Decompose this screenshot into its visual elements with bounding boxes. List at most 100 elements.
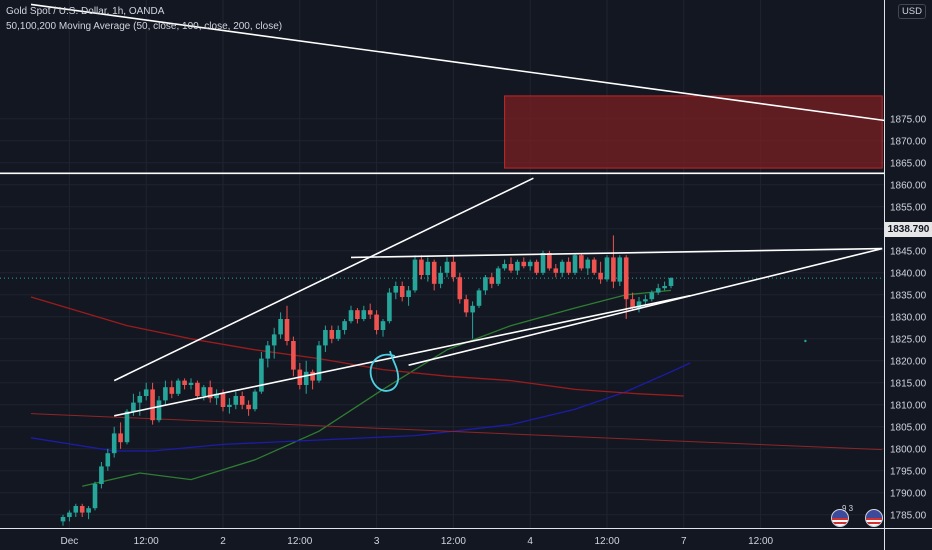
candle bbox=[304, 361, 309, 394]
candle bbox=[208, 381, 213, 403]
candle-body bbox=[362, 310, 367, 319]
candle bbox=[528, 260, 533, 271]
candle bbox=[336, 326, 341, 341]
candle bbox=[317, 341, 322, 383]
price-tick-label: 1815.00 bbox=[890, 378, 927, 389]
candle-body bbox=[579, 255, 584, 268]
candle-body bbox=[99, 466, 104, 484]
candle bbox=[272, 328, 277, 359]
candle bbox=[662, 282, 667, 291]
candle bbox=[330, 326, 335, 344]
candle-body bbox=[342, 321, 347, 330]
candle bbox=[394, 282, 399, 300]
candle bbox=[227, 398, 232, 413]
candle bbox=[445, 257, 450, 277]
candle-body bbox=[272, 334, 277, 345]
drawings-layer bbox=[0, 4, 889, 415]
candle-body bbox=[490, 277, 495, 284]
candle-body bbox=[202, 387, 207, 396]
candle-body bbox=[496, 268, 501, 283]
candle-body bbox=[330, 330, 335, 339]
candle-body bbox=[157, 400, 162, 420]
candle bbox=[522, 257, 527, 268]
candle-body bbox=[560, 262, 565, 273]
wedge-bottom-line bbox=[409, 249, 883, 366]
candle-body bbox=[349, 310, 354, 321]
time-tick-label: Dec bbox=[61, 536, 79, 547]
candle bbox=[502, 260, 507, 271]
candle-body bbox=[170, 387, 175, 394]
candle-body bbox=[189, 383, 194, 385]
chart-title: Gold Spot / U.S. Dollar, 1h, OANDA bbox=[6, 6, 164, 17]
last-price-tag: 1838.790 bbox=[885, 222, 932, 237]
candle-body bbox=[304, 372, 309, 385]
candle bbox=[451, 255, 456, 281]
price-tick-label: 1835.00 bbox=[890, 290, 927, 301]
price-tick-label: 1875.00 bbox=[890, 114, 927, 125]
candle bbox=[157, 396, 162, 422]
candle-body bbox=[61, 517, 66, 521]
candle bbox=[400, 282, 405, 302]
candle-body bbox=[150, 389, 155, 420]
price-tick-label: 1860.00 bbox=[890, 180, 927, 191]
candle bbox=[598, 262, 603, 284]
candle bbox=[413, 255, 418, 292]
candle bbox=[310, 370, 315, 390]
candle bbox=[592, 257, 597, 275]
candle bbox=[150, 383, 155, 425]
currency-badge[interactable]: USD bbox=[898, 4, 926, 19]
candle-body bbox=[432, 262, 437, 284]
candle bbox=[176, 378, 181, 396]
candle-body bbox=[541, 253, 546, 273]
candle-body bbox=[368, 310, 373, 314]
candle-body bbox=[656, 288, 661, 292]
candle bbox=[374, 310, 379, 334]
candle bbox=[144, 383, 149, 401]
candle-body bbox=[470, 306, 475, 313]
candle-body bbox=[406, 290, 411, 297]
candle bbox=[342, 319, 347, 334]
candle-body bbox=[438, 273, 443, 284]
price-tick-label: 1845.00 bbox=[890, 246, 927, 257]
time-tick-label: 3 bbox=[374, 536, 380, 547]
candle bbox=[86, 506, 91, 519]
us-flag-icon[interactable] bbox=[865, 509, 883, 527]
time-tick-label: 2 bbox=[220, 536, 226, 547]
price-tick-label: 1870.00 bbox=[890, 136, 927, 147]
candle-body bbox=[80, 506, 85, 513]
candle-body bbox=[534, 262, 539, 273]
candle-body bbox=[528, 262, 533, 266]
candle bbox=[566, 257, 571, 275]
grid-layer bbox=[0, 0, 884, 528]
candle-body bbox=[74, 506, 79, 513]
candle-body bbox=[138, 396, 143, 403]
candle bbox=[406, 286, 411, 306]
candle-body bbox=[502, 264, 507, 268]
candle bbox=[470, 301, 475, 338]
time-tick-label: 12:00 bbox=[287, 536, 312, 547]
time-tick-label: 4 bbox=[527, 536, 533, 547]
candle-body bbox=[419, 260, 424, 275]
marker-dot bbox=[804, 340, 806, 342]
candle bbox=[259, 352, 264, 394]
candle bbox=[534, 260, 539, 275]
candle-body bbox=[131, 403, 136, 412]
candle bbox=[67, 510, 72, 521]
candle-body bbox=[509, 264, 514, 271]
price-tick-label: 1795.00 bbox=[890, 466, 927, 477]
time-tick-label: 12:00 bbox=[748, 536, 773, 547]
candle-body bbox=[451, 262, 456, 277]
time-tick-label: 12:00 bbox=[441, 536, 466, 547]
candle bbox=[323, 326, 328, 352]
candle-body bbox=[618, 257, 623, 281]
candle-body bbox=[182, 381, 187, 385]
indicator-legend[interactable]: 50,100,200 Moving Average (50, close, 10… bbox=[6, 21, 282, 32]
candle bbox=[246, 400, 251, 415]
candle bbox=[483, 275, 488, 295]
candle bbox=[611, 235, 616, 288]
candle bbox=[438, 266, 443, 288]
candle-body bbox=[643, 299, 648, 301]
time-tick-label: 12:00 bbox=[134, 536, 159, 547]
